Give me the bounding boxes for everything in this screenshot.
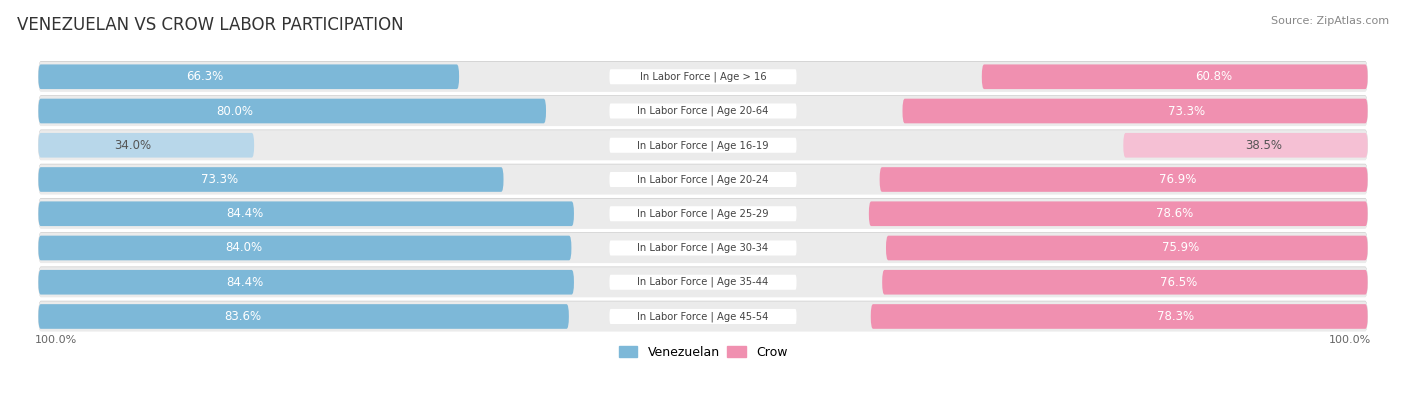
FancyBboxPatch shape	[869, 201, 1368, 226]
Text: In Labor Force | Age 16-19: In Labor Force | Age 16-19	[637, 140, 769, 150]
Text: In Labor Force | Age 20-64: In Labor Force | Age 20-64	[637, 106, 769, 116]
FancyBboxPatch shape	[609, 206, 797, 221]
FancyBboxPatch shape	[38, 301, 1368, 331]
FancyBboxPatch shape	[38, 201, 574, 226]
FancyBboxPatch shape	[903, 99, 1368, 123]
FancyBboxPatch shape	[38, 133, 254, 158]
FancyBboxPatch shape	[38, 61, 1368, 91]
FancyBboxPatch shape	[981, 64, 1368, 89]
Text: Source: ZipAtlas.com: Source: ZipAtlas.com	[1271, 16, 1389, 26]
Text: In Labor Force | Age 30-34: In Labor Force | Age 30-34	[637, 243, 769, 253]
FancyBboxPatch shape	[38, 130, 1368, 160]
Text: 100.0%: 100.0%	[35, 335, 77, 345]
Text: 83.6%: 83.6%	[224, 310, 262, 323]
FancyBboxPatch shape	[886, 236, 1368, 260]
Text: 60.8%: 60.8%	[1195, 70, 1233, 83]
Legend: Venezuelan, Crow: Venezuelan, Crow	[619, 346, 787, 359]
Text: 73.3%: 73.3%	[1168, 105, 1205, 117]
Text: 80.0%: 80.0%	[217, 105, 253, 117]
Text: In Labor Force | Age > 16: In Labor Force | Age > 16	[640, 71, 766, 82]
FancyBboxPatch shape	[870, 304, 1368, 329]
Text: 84.4%: 84.4%	[226, 276, 263, 289]
FancyBboxPatch shape	[38, 236, 571, 260]
FancyBboxPatch shape	[38, 199, 1368, 229]
FancyBboxPatch shape	[38, 304, 569, 329]
FancyBboxPatch shape	[609, 275, 797, 290]
Text: 38.5%: 38.5%	[1246, 139, 1282, 152]
Text: VENEZUELAN VS CROW LABOR PARTICIPATION: VENEZUELAN VS CROW LABOR PARTICIPATION	[17, 16, 404, 34]
FancyBboxPatch shape	[609, 172, 797, 187]
Text: 73.3%: 73.3%	[201, 173, 238, 186]
FancyBboxPatch shape	[38, 233, 1368, 263]
FancyBboxPatch shape	[38, 64, 460, 89]
Text: 75.9%: 75.9%	[1161, 241, 1199, 254]
FancyBboxPatch shape	[38, 164, 1368, 194]
FancyBboxPatch shape	[38, 301, 1368, 331]
FancyBboxPatch shape	[609, 241, 797, 256]
FancyBboxPatch shape	[38, 99, 546, 123]
FancyBboxPatch shape	[38, 270, 574, 295]
FancyBboxPatch shape	[880, 167, 1368, 192]
Text: 66.3%: 66.3%	[186, 70, 224, 83]
Text: 84.4%: 84.4%	[226, 207, 263, 220]
FancyBboxPatch shape	[38, 96, 1368, 126]
Text: In Labor Force | Age 25-29: In Labor Force | Age 25-29	[637, 209, 769, 219]
FancyBboxPatch shape	[38, 167, 503, 192]
FancyBboxPatch shape	[1123, 133, 1368, 158]
FancyBboxPatch shape	[609, 138, 797, 153]
Text: 78.6%: 78.6%	[1156, 207, 1194, 220]
Text: In Labor Force | Age 35-44: In Labor Force | Age 35-44	[637, 277, 769, 288]
FancyBboxPatch shape	[38, 198, 1368, 228]
Text: 78.3%: 78.3%	[1157, 310, 1194, 323]
FancyBboxPatch shape	[38, 95, 1368, 125]
FancyBboxPatch shape	[609, 69, 797, 84]
Text: 100.0%: 100.0%	[1329, 335, 1371, 345]
FancyBboxPatch shape	[882, 270, 1368, 295]
Text: In Labor Force | Age 45-54: In Labor Force | Age 45-54	[637, 311, 769, 322]
Text: 76.5%: 76.5%	[1160, 276, 1198, 289]
FancyBboxPatch shape	[609, 103, 797, 118]
FancyBboxPatch shape	[38, 164, 1368, 195]
Text: 84.0%: 84.0%	[225, 241, 262, 254]
Text: 34.0%: 34.0%	[114, 139, 150, 152]
FancyBboxPatch shape	[609, 309, 797, 324]
FancyBboxPatch shape	[38, 130, 1368, 160]
FancyBboxPatch shape	[38, 267, 1368, 297]
Text: In Labor Force | Age 20-24: In Labor Force | Age 20-24	[637, 174, 769, 185]
FancyBboxPatch shape	[38, 62, 1368, 92]
FancyBboxPatch shape	[38, 267, 1368, 297]
FancyBboxPatch shape	[38, 232, 1368, 262]
Text: 76.9%: 76.9%	[1160, 173, 1197, 186]
